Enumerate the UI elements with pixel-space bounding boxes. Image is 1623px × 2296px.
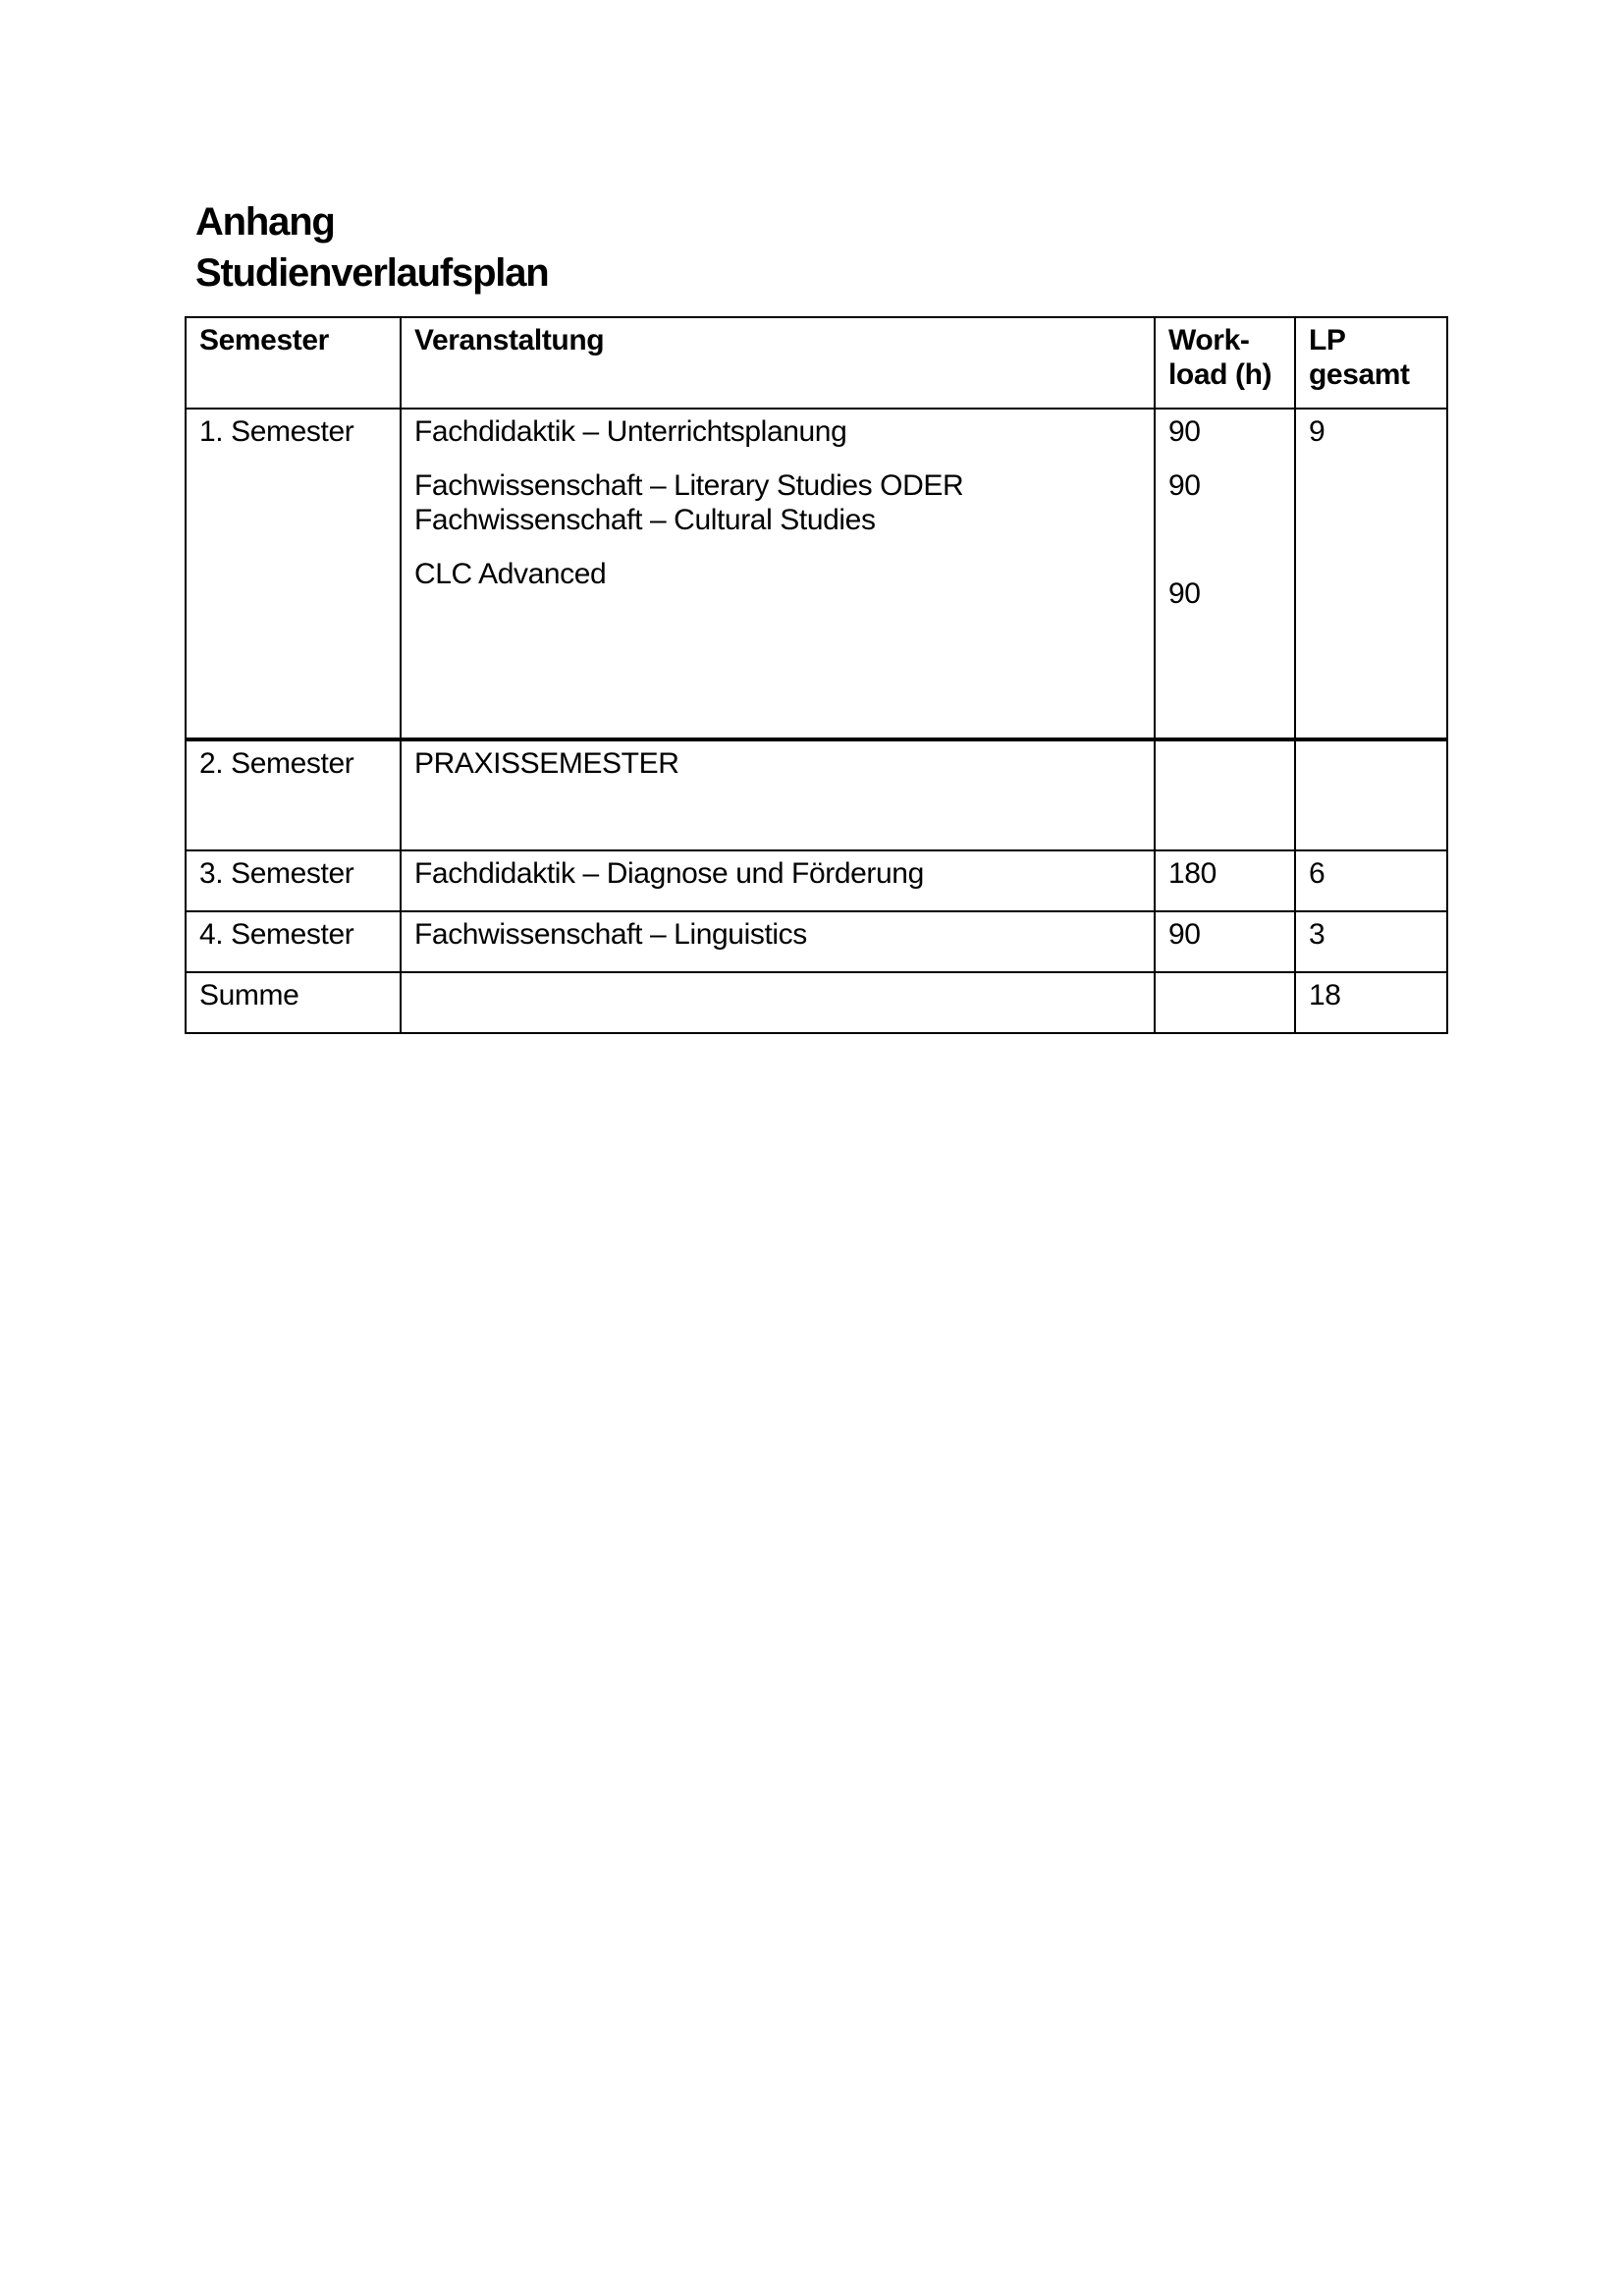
cell-semester-1-workload: 90 90 90 [1154, 408, 1296, 741]
table-row-summe: Summe 18 [185, 971, 1448, 1034]
cell-semester-3-label: 3. Semester [185, 849, 402, 912]
workload-value: 180 [1168, 857, 1217, 890]
course-praxissemester: PRAXISSEMESTER [414, 747, 679, 780]
workload-value: 90 [1168, 577, 1201, 610]
cell-semester-4-label: 4. Semester [185, 910, 402, 973]
col-header-lp-line2: gesamt [1309, 358, 1410, 391]
cell-semester-4-courses: Fachwissenschaft – Linguistics [400, 910, 1156, 973]
cell-semester-4-lp: 3 [1294, 910, 1448, 973]
course-fachwissenschaft-group: Fachwissenschaft – Literary Studies ODER… [414, 468, 1142, 537]
col-header-workload: Work- load (h) [1154, 316, 1296, 410]
cell-summe-workload [1154, 971, 1296, 1034]
cell-semester-2-label: 2. Semester [185, 738, 402, 851]
course-fachdidaktik-unterrichtsplanung: Fachdidaktik – Unterrichtsplanung [414, 415, 847, 448]
table-row-semester-1: 1. Semester Fachdidaktik – Unterrichtspl… [185, 408, 1448, 741]
table-row-semester-3: 3. Semester Fachdidaktik – Diagnose und … [185, 849, 1448, 912]
table-header-row: Semester Veranstaltung Work- load (h) LP… [185, 316, 1448, 410]
cell-semester-1-lp: 9 [1294, 408, 1448, 741]
workload-value: 90 [1168, 469, 1201, 502]
course-diagnose-und-foerderung: Fachdidaktik – Diagnose und Förderung [414, 857, 924, 890]
workload-value: 90 [1168, 918, 1201, 951]
table-row-semester-4: 4. Semester Fachwissenschaft – Linguisti… [185, 910, 1448, 973]
cell-summe-label: Summe [185, 971, 402, 1034]
lp-value: 3 [1309, 918, 1325, 951]
studienverlaufsplan-table: Semester Veranstaltung Work- load (h) LP… [185, 316, 1448, 1034]
heading-anhang: Anhang [195, 200, 336, 244]
blank-line [1168, 522, 1282, 557]
course-cultural-studies: Fachwissenschaft – Cultural Studies [414, 504, 876, 536]
course-clc-advanced: CLC Advanced [414, 558, 607, 590]
cell-semester-3-workload: 180 [1154, 849, 1296, 912]
cell-summe-lp: 18 [1294, 971, 1448, 1034]
cell-semester-4-workload: 90 [1154, 910, 1296, 973]
cell-semester-3-lp: 6 [1294, 849, 1448, 912]
page-headings: Anhang Studienverlaufsplan [195, 196, 550, 299]
col-header-veranstaltung: Veranstaltung [400, 316, 1156, 410]
semester-2-text: 2. Semester [199, 747, 354, 780]
col-header-workload-line2: load (h) [1168, 358, 1272, 391]
cell-semester-1-courses: Fachdidaktik – Unterrichtsplanung Fachwi… [400, 408, 1156, 741]
semester-3-text: 3. Semester [199, 857, 354, 890]
cell-semester-1-label: 1. Semester [185, 408, 402, 741]
col-header-lp-line1: LP [1309, 324, 1346, 356]
cell-semester-2-lp [1294, 738, 1448, 851]
col-header-workload-line1: Work- [1168, 324, 1250, 356]
course-linguistics: Fachwissenschaft – Linguistics [414, 918, 807, 951]
cell-semester-2-courses: PRAXISSEMESTER [400, 738, 1156, 851]
col-header-veranstaltung-label: Veranstaltung [414, 324, 605, 356]
heading-studienverlaufsplan: Studienverlaufsplan [195, 251, 550, 295]
col-header-lp: LP gesamt [1294, 316, 1448, 410]
col-header-semester: Semester [185, 316, 402, 410]
workload-value: 90 [1168, 415, 1201, 448]
semester-4-text: 4. Semester [199, 918, 354, 951]
course-literary-studies: Fachwissenschaft – Literary Studies ODER [414, 469, 964, 502]
lp-value: 9 [1309, 415, 1325, 448]
cell-semester-2-workload [1154, 738, 1296, 851]
lp-value: 6 [1309, 857, 1325, 890]
cell-summe-courses [400, 971, 1156, 1034]
lp-total-value: 18 [1309, 979, 1341, 1011]
col-header-semester-label: Semester [199, 324, 329, 356]
summe-text: Summe [199, 979, 299, 1011]
cell-semester-3-courses: Fachdidaktik – Diagnose und Förderung [400, 849, 1156, 912]
table-row-semester-2: 2. Semester PRAXISSEMESTER [185, 738, 1448, 851]
semester-1-text: 1. Semester [199, 415, 354, 448]
